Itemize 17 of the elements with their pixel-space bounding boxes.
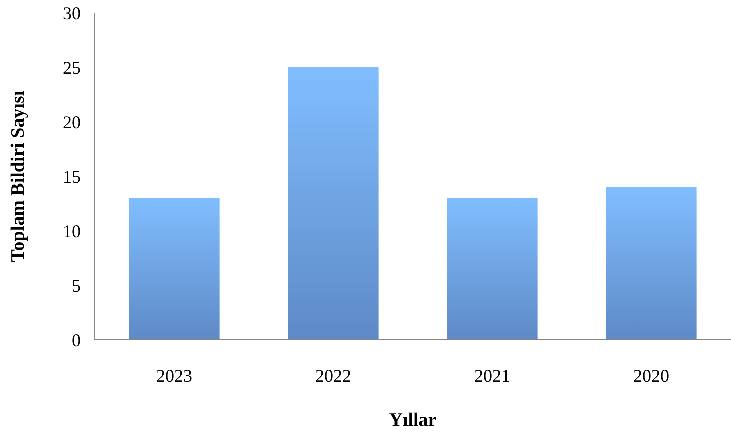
x-tick-label: 2023 (156, 366, 192, 386)
y-tick-label: 0 (72, 330, 81, 350)
y-tick-label: 30 (63, 3, 81, 24)
x-tick-label: 2021 (474, 366, 510, 386)
y-tick-label: 15 (63, 166, 81, 187)
x-tick-label: 2020 (634, 366, 670, 386)
y-tick-label: 5 (72, 276, 81, 296)
x-tick-label: 2022 (316, 366, 352, 386)
y-tick-label: 20 (63, 112, 81, 132)
bar (606, 187, 697, 340)
bar (288, 68, 379, 340)
y-tick-label: 25 (63, 58, 81, 78)
bar (447, 198, 538, 340)
bar (129, 198, 220, 340)
x-axis-title: Yıllar (389, 410, 438, 431)
y-axis-title: Toplam Bildiri Sayısı (8, 90, 29, 262)
y-tick-label: 10 (63, 221, 81, 242)
